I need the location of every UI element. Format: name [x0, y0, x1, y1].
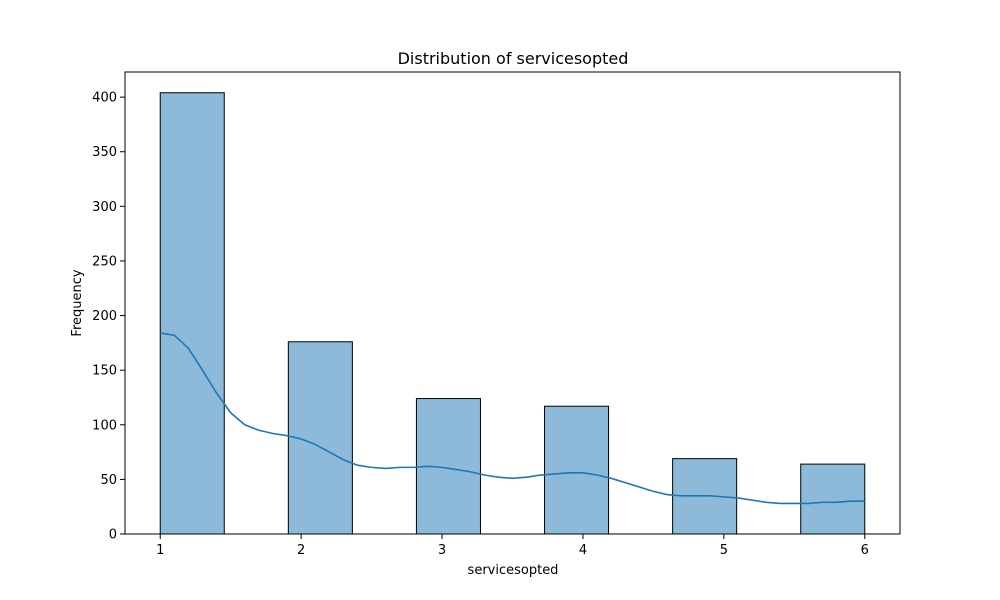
y-tick-label: 100 [92, 418, 117, 433]
histogram-bar-6 [800, 463, 866, 535]
x-tick-label: 1 [156, 543, 164, 558]
y-tick-label: 250 [92, 254, 117, 269]
x-tick-label: 5 [720, 543, 728, 558]
y-axis-label: Frequency [70, 269, 85, 336]
y-tick-label: 300 [92, 200, 117, 215]
x-tick-label: 2 [297, 543, 305, 558]
x-axis-ticks: 1 2 3 4 5 6 [156, 534, 869, 558]
y-tick-label: 350 [92, 145, 117, 160]
y-tick-label: 200 [92, 309, 117, 324]
x-axis-label: servicesopted [468, 563, 559, 578]
y-tick-label: 50 [100, 473, 117, 488]
x-tick-label: 4 [579, 543, 587, 558]
y-tick-label: 150 [92, 364, 117, 379]
x-tick-label: 6 [861, 543, 869, 558]
y-axis-ticks: 0 50 100 150 200 250 300 350 400 [92, 91, 125, 543]
kde-curve [160, 332, 865, 505]
chart-title: Distribution of servicesopted [398, 49, 629, 68]
y-tick-label: 0 [109, 528, 117, 543]
plot-frame [124, 71, 901, 535]
histogram-bar-4 [544, 405, 610, 535]
bars-group [159, 92, 866, 535]
y-tick-label: 400 [92, 91, 117, 106]
x-tick-label: 3 [438, 543, 446, 558]
histogram-bar-1 [159, 92, 225, 535]
